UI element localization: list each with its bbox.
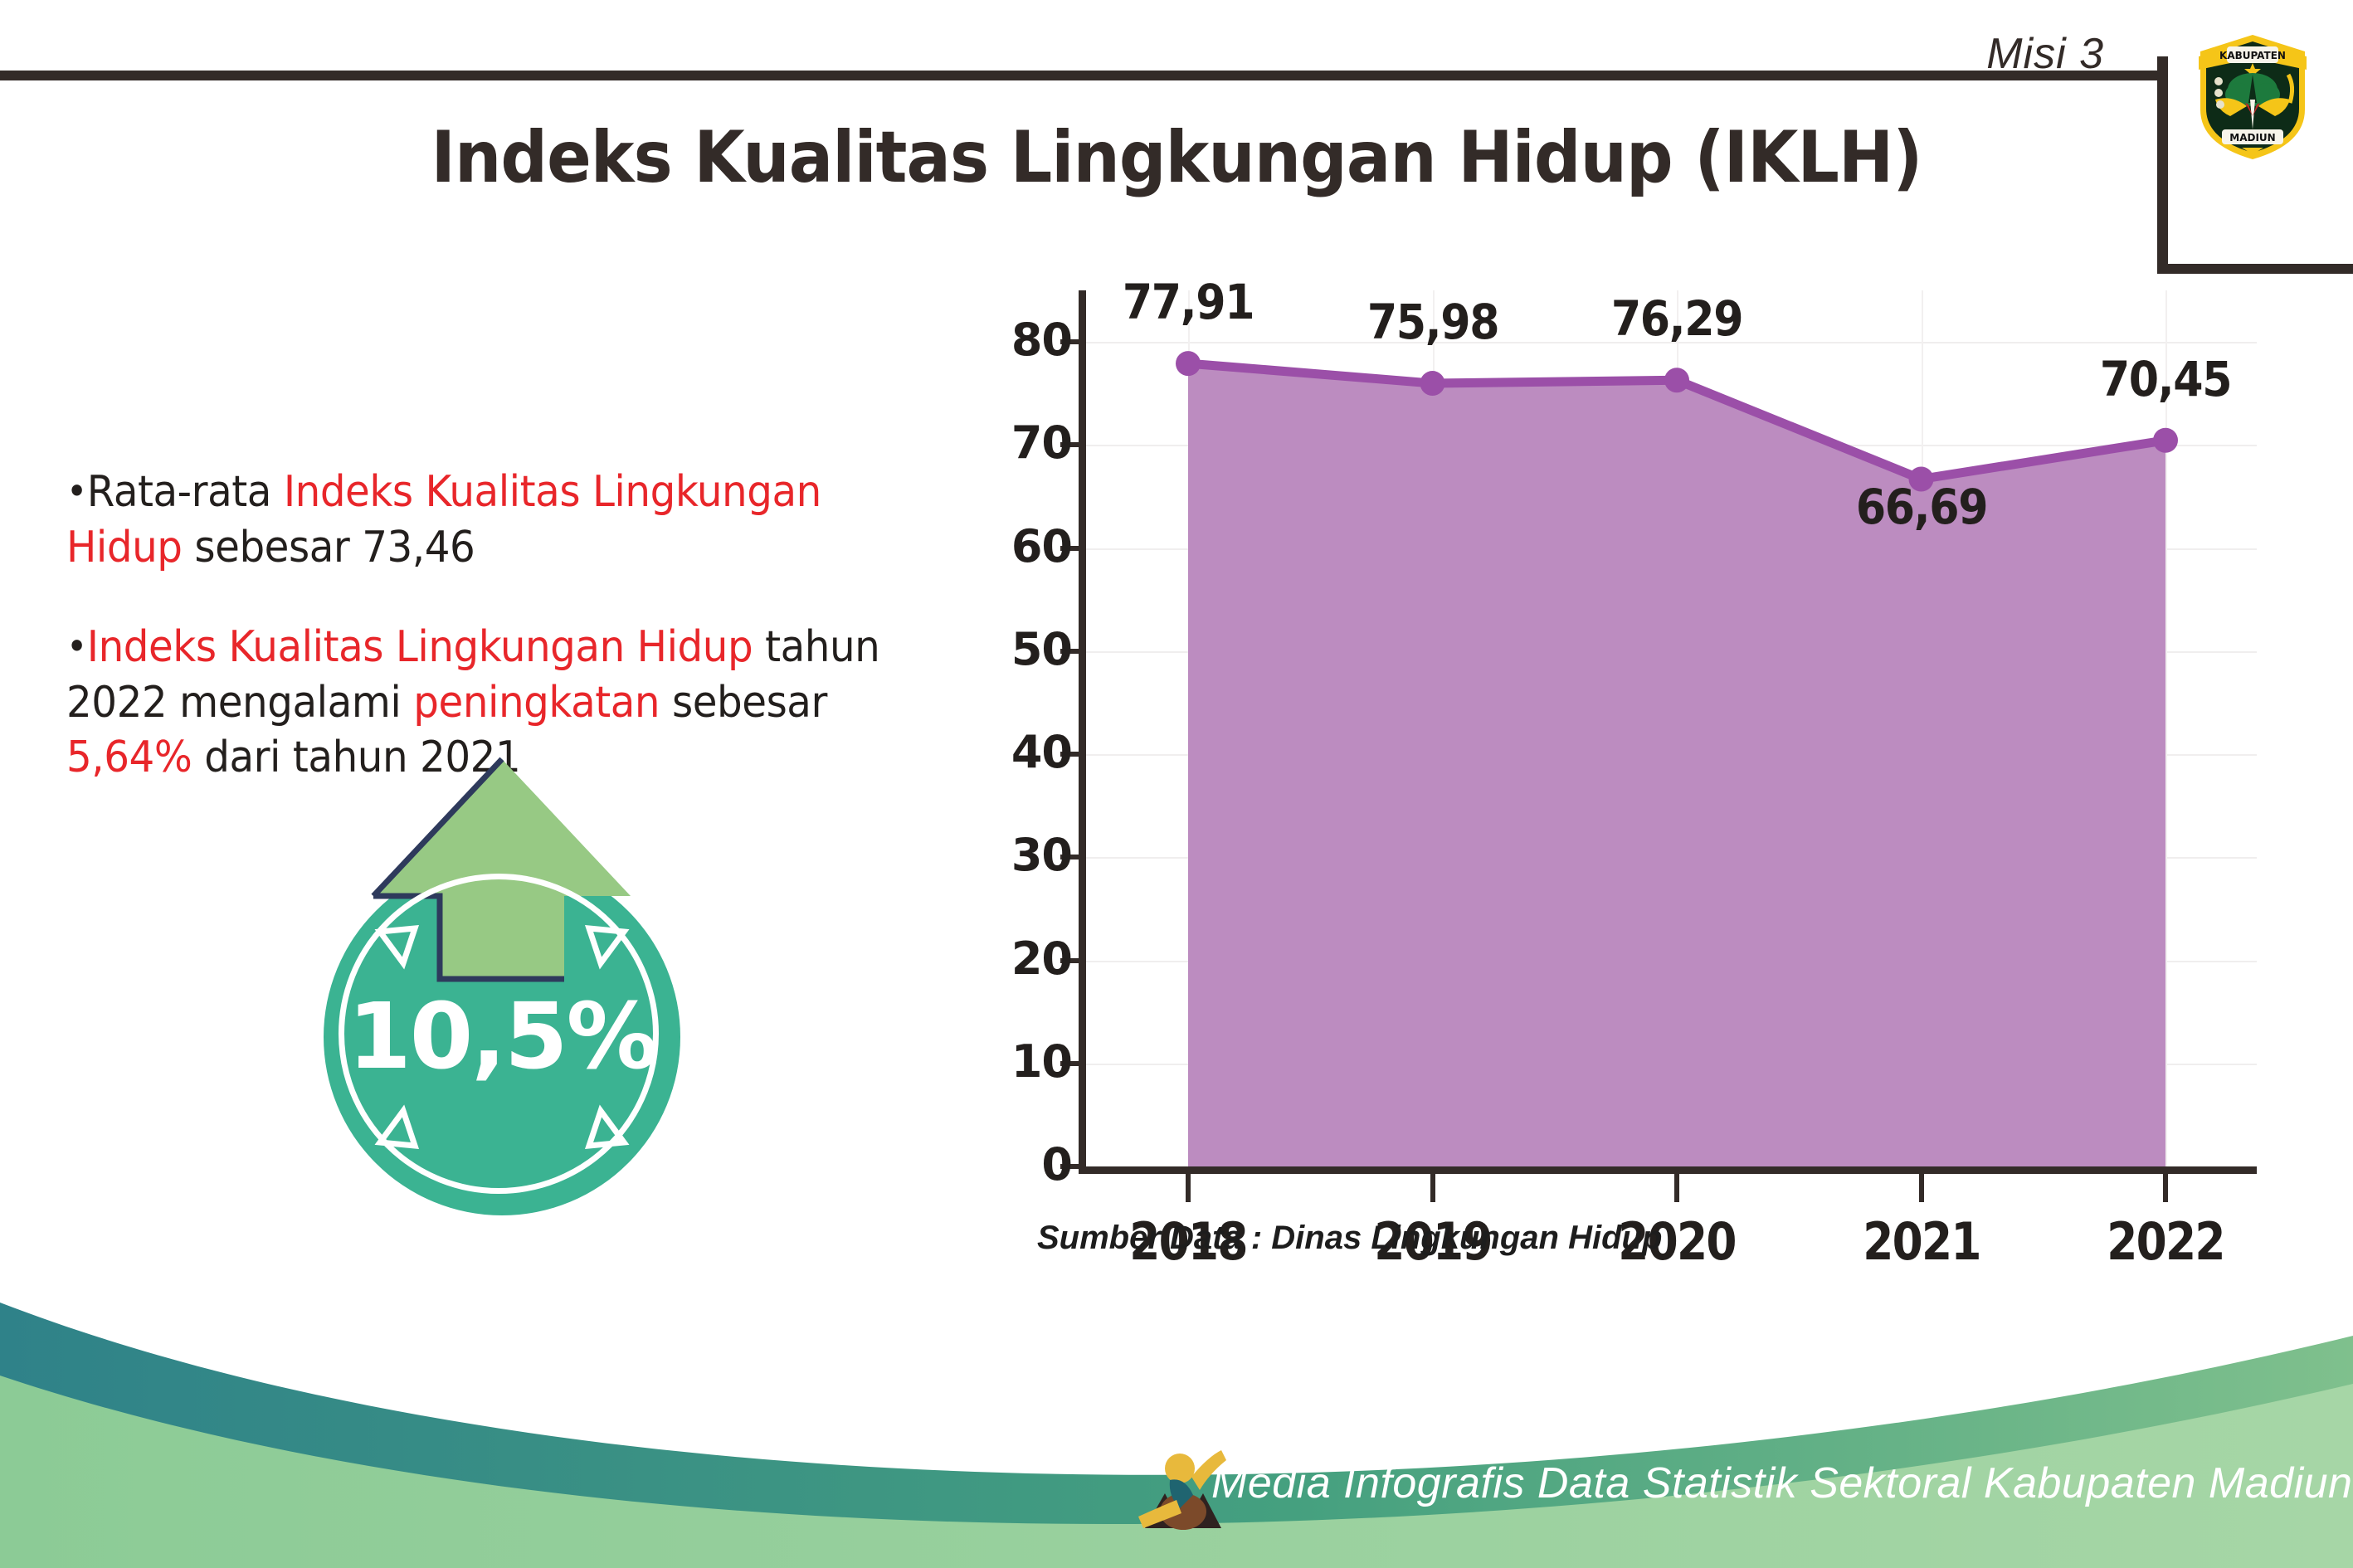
crest-top-text: KABUPATEN	[2219, 50, 2286, 61]
y-tick-label: 20	[1011, 932, 1073, 985]
header-rule-foot	[2157, 264, 2353, 274]
bullet-0-part-0: Rata-rata	[86, 467, 284, 517]
vertical-gridline	[2165, 290, 2167, 1166]
crest-bottom-text: MADIUN	[2229, 132, 2275, 144]
page-title: Indeks Kualitas Lingkungan Hidup (IKLH)	[431, 116, 1922, 199]
y-tick-mark	[1060, 339, 1080, 345]
data-point-marker	[1664, 368, 1689, 393]
data-point-marker	[2153, 427, 2178, 453]
y-axis-line	[1079, 290, 1086, 1170]
y-tick-label: 60	[1011, 519, 1073, 572]
badge-corner-arrows-icon	[374, 925, 630, 1149]
bullet-1-part-4: 5,64%	[66, 733, 192, 783]
y-tick-label: 70	[1011, 416, 1073, 470]
source-note: Sumber Data : Dinas Lingkungan Hidup	[1037, 1220, 1663, 1256]
y-tick-mark	[1060, 545, 1080, 551]
gridline	[1086, 342, 2257, 344]
bullet-0-part-2: sebesar 73,46	[182, 522, 475, 572]
mission-label: Misi 3	[1986, 30, 2104, 78]
x-tick-label: 2018	[1129, 1211, 1248, 1272]
bullet-1-part-2: peningkatan	[413, 677, 660, 728]
bullet-marker: •	[66, 624, 87, 670]
x-axis-line	[1079, 1166, 2257, 1174]
y-tick-mark	[1060, 442, 1080, 448]
x-tick-mark	[1918, 1174, 1924, 1202]
bullet-item-increase: •Indeks Kualitas Lingkungan Hidup tahun …	[66, 620, 915, 786]
header-rule-vertical	[2157, 56, 2168, 274]
footer-caption: Media Infografis Data Statistik Sektoral…	[1211, 1459, 2353, 1507]
bullet-1-part-5: dari tahun 2021	[192, 733, 521, 783]
x-tick-label: 2019	[1373, 1211, 1493, 1272]
data-point-label: 66,69	[1855, 479, 1988, 536]
bullet-item-average: •Rata-rata Indeks Kualitas Lingkungan Hi…	[66, 465, 915, 575]
badge-inner-ring	[339, 874, 659, 1194]
y-tick-label: 10	[1011, 1035, 1073, 1088]
bullet-marker: •	[66, 469, 87, 514]
bullet-1-part-0: Indeks Kualitas Lingkungan Hidup	[86, 622, 753, 673]
x-tick-label: 2021	[1862, 1211, 1981, 1272]
bullet-1-part-3: sebesar	[660, 677, 827, 728]
data-point-label: 75,98	[1366, 294, 1499, 351]
y-tick-mark	[1060, 752, 1080, 757]
footer-wave	[0, 1303, 2353, 1568]
chart-plot-area	[1176, 351, 2178, 1166]
data-point-marker	[1420, 371, 1445, 397]
x-tick-label: 2020	[1618, 1211, 1737, 1272]
bullet-0-part-1: Indeks Kualitas Lingkungan Hidup	[66, 467, 821, 572]
data-point-label: 77,91	[1122, 274, 1255, 331]
y-tick-label: 30	[1011, 829, 1073, 882]
data-point-marker	[1176, 351, 1201, 377]
data-point-label: 70,45	[2099, 350, 2233, 407]
y-tick-mark	[1060, 957, 1080, 963]
summary-bullets: •Rata-rata Indeks Kualitas Lingkungan Hi…	[66, 465, 979, 830]
x-tick-label: 2022	[2107, 1211, 2225, 1272]
x-tick-mark	[1186, 1174, 1191, 1202]
y-tick-label: 0	[1041, 1138, 1073, 1191]
media-infografis-logo-icon	[1138, 1450, 1226, 1530]
header-rule-horizontal	[0, 71, 2167, 80]
iklh-area-chart: 0 10 20 30 40 50 60 70 80 77,91 75,98 76,29 66,69 70…	[979, 274, 2273, 1272]
y-tick-mark	[1060, 1164, 1080, 1169]
y-tick-label: 50	[1011, 622, 1073, 675]
data-point-marker	[1908, 466, 1934, 492]
x-tick-mark	[1430, 1174, 1435, 1202]
y-tick-label: 40	[1011, 726, 1073, 779]
x-tick-mark	[1674, 1174, 1679, 1202]
kabupaten-madiun-crest-icon: KABUPATEN MADIUN	[2190, 23, 2315, 164]
y-tick-mark	[1060, 1060, 1080, 1066]
badge-percent-value: 10,5%	[348, 983, 658, 1089]
x-tick-mark	[2163, 1174, 2168, 1202]
data-point-label: 76,29	[1610, 290, 1744, 348]
y-tick-mark	[1060, 648, 1080, 654]
y-tick-label: 80	[1011, 314, 1073, 367]
increase-badge: 10,5%	[315, 751, 747, 1215]
y-tick-mark	[1060, 855, 1080, 860]
bullet-1-part-1: tahun 2022 mengalami	[66, 622, 880, 728]
